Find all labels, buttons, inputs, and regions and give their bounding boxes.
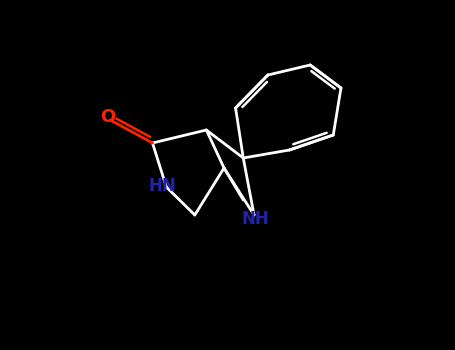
- Text: NH: NH: [242, 210, 270, 228]
- Text: HN: HN: [148, 177, 176, 195]
- Text: O: O: [100, 107, 115, 126]
